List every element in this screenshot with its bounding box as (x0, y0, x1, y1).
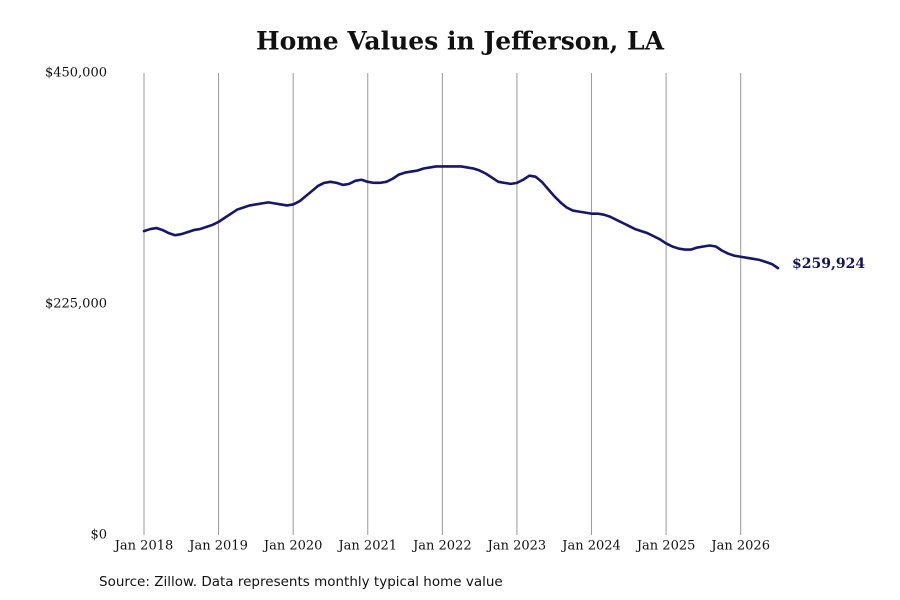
x-tick-label: Jan 2020 (262, 539, 323, 554)
x-tick-label: Jan 2022 (411, 539, 472, 554)
y-tick-label: $0 (90, 528, 107, 543)
value-label: $259,924 (792, 256, 865, 272)
series-line (142, 165, 780, 270)
x-tick-label: Jan 2025 (635, 539, 696, 554)
x-tick-label: Jan 2019 (187, 539, 248, 554)
x-tick-label: Jan 2024 (560, 539, 621, 554)
x-tick-label: Jan 2021 (336, 539, 397, 554)
y-tick-label: $450,000 (45, 66, 107, 81)
chart-title: Home Values in Jefferson, LA (256, 27, 665, 56)
x-tick-label: Jan 2023 (486, 539, 547, 554)
source-note: Source: Zillow. Data represents monthly … (99, 574, 503, 590)
x-tick-label: Jan 2018 (113, 539, 174, 554)
y-tick-label: $225,000 (45, 297, 107, 312)
x-tick-label: Jan 2026 (709, 539, 770, 554)
